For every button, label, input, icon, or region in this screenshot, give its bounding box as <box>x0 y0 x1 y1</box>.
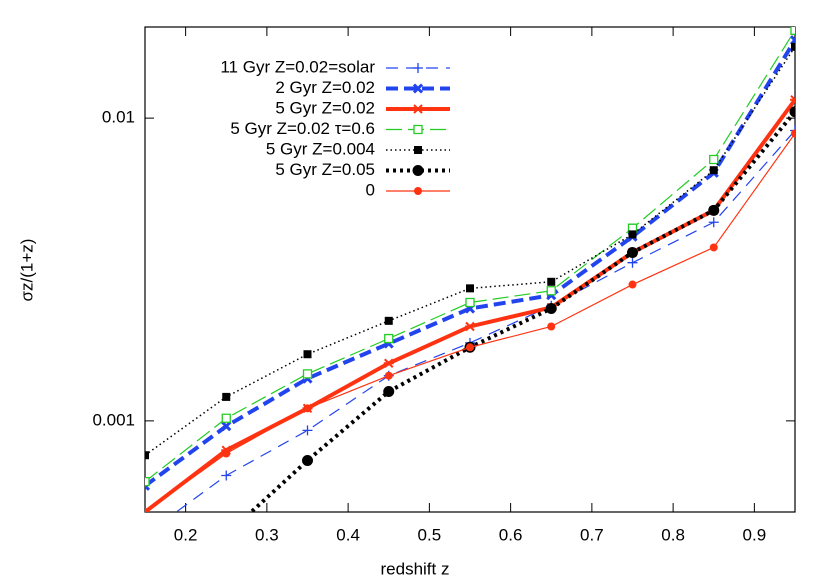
marker <box>708 204 720 216</box>
marker <box>221 529 232 540</box>
x-tick-label: 0.9 <box>743 525 767 544</box>
x-axis-label: redshift z <box>381 559 450 578</box>
marker <box>709 243 718 252</box>
x-tick-label: 0.6 <box>499 525 523 544</box>
marker <box>790 27 795 35</box>
marker <box>628 230 637 239</box>
marker <box>413 104 423 114</box>
x-tick-label: 0.4 <box>336 525 360 544</box>
marker <box>628 280 637 289</box>
series-line <box>175 130 795 512</box>
x-tick-label: 0.5 <box>418 525 442 544</box>
y-axis-label: σz/(1+z) <box>17 239 36 302</box>
marker <box>790 95 795 105</box>
marker <box>709 154 719 165</box>
marker <box>221 470 232 481</box>
marker <box>465 321 475 332</box>
series-line <box>145 30 795 483</box>
legend-label: 5 Gyr Z=0.004 <box>266 139 375 158</box>
marker <box>546 286 556 296</box>
x-tick-label: 0.8 <box>661 525 685 544</box>
marker <box>708 217 719 228</box>
marker <box>222 449 231 458</box>
marker <box>145 476 150 487</box>
marker <box>545 303 557 315</box>
legend-label: 0 <box>366 180 375 199</box>
marker <box>789 106 795 118</box>
marker <box>221 413 231 423</box>
marker <box>466 343 474 352</box>
series-line <box>145 46 795 456</box>
x-tick-label: 0.2 <box>174 525 198 544</box>
marker <box>145 451 149 460</box>
y-tick-label: 0.01 <box>102 108 135 127</box>
marker <box>221 421 232 432</box>
marker <box>791 42 795 51</box>
marker <box>789 35 795 46</box>
marker <box>302 369 313 379</box>
marker <box>412 165 424 176</box>
series-line <box>145 133 795 512</box>
marker <box>791 129 795 138</box>
marker <box>140 530 150 540</box>
marker <box>222 392 231 401</box>
marker <box>465 297 475 308</box>
marker <box>547 322 556 331</box>
marker <box>412 83 424 94</box>
legend-label: 11 Gyr Z=0.02=solar <box>220 57 375 76</box>
legend-label: 5 Gyr Z=0.05 <box>275 160 375 179</box>
marker <box>414 187 422 195</box>
marker <box>383 386 395 398</box>
marker <box>709 166 718 175</box>
plot-frame <box>144 26 796 513</box>
marker <box>547 277 556 286</box>
series-line <box>145 39 795 488</box>
legend-label: 5 Gyr Z=0.02 τ=0.6 <box>230 119 375 138</box>
marker <box>145 508 149 512</box>
marker <box>303 404 312 413</box>
x-tick-label: 0.3 <box>255 525 279 544</box>
legend-label: 5 Gyr Z=0.02 <box>275 98 375 117</box>
marker <box>413 63 423 73</box>
plot-area <box>140 27 795 540</box>
marker <box>466 284 474 293</box>
marker <box>627 257 638 268</box>
marker <box>384 371 393 380</box>
marker <box>627 246 638 258</box>
marker <box>384 316 393 325</box>
x-tick-label: 0.7 <box>580 525 604 544</box>
legend-label: 2 Gyr Z=0.02 <box>275 78 375 97</box>
marker <box>790 125 795 136</box>
marker <box>302 425 313 436</box>
series-line <box>248 110 795 512</box>
marker <box>383 358 394 368</box>
marker <box>414 146 422 154</box>
marker <box>384 333 394 344</box>
marker <box>303 350 312 359</box>
marker <box>302 454 313 466</box>
marker <box>413 124 423 135</box>
y-tick-label: 0.001 <box>92 410 135 429</box>
